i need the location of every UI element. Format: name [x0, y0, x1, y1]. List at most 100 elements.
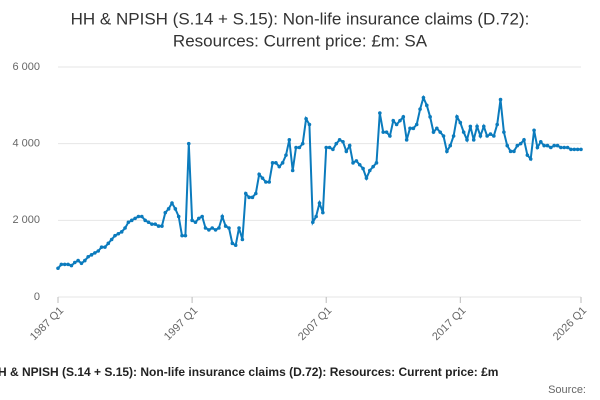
x-tick-label: 2026 Q1: [551, 305, 589, 343]
data-point: [116, 231, 121, 236]
data-point: [354, 159, 359, 163]
data-point: [414, 122, 419, 127]
data-point: [518, 141, 523, 146]
data-point: [465, 138, 469, 142]
data-point: [532, 128, 536, 133]
data-point: [508, 149, 513, 154]
data-point: [488, 132, 493, 136]
data-line: [57, 94, 581, 269]
data-point: [193, 220, 198, 225]
data-point: [461, 130, 466, 134]
data-point: [475, 124, 479, 129]
data-point: [126, 220, 131, 225]
data-point: [146, 220, 151, 225]
data-point: [227, 226, 231, 230]
data-point: [324, 145, 329, 150]
data-point: [76, 258, 80, 263]
data-point: [69, 263, 74, 268]
data-point: [542, 143, 546, 148]
data-point: [264, 180, 268, 184]
data-point: [180, 233, 184, 238]
data-point: [431, 130, 436, 134]
data-point: [562, 145, 567, 150]
data-point: [404, 138, 409, 142]
data-point: [62, 262, 67, 267]
data-point: [113, 233, 117, 238]
data-point: [327, 145, 332, 150]
data-point: [119, 230, 124, 234]
y-tick-label: 2 000: [12, 214, 40, 226]
data-point: [99, 245, 104, 249]
data-point: [317, 201, 322, 205]
data-point: [321, 210, 325, 215]
data-point: [153, 222, 158, 226]
data-point: [300, 141, 305, 146]
data-point: [441, 134, 446, 138]
data-point: [173, 207, 178, 211]
data-point: [247, 195, 251, 200]
data-point: [136, 214, 141, 219]
data-point: [314, 214, 318, 219]
data-point: [549, 145, 553, 150]
data-point: [140, 214, 144, 219]
data-point: [559, 145, 563, 150]
data-point: [243, 191, 248, 196]
data-point: [250, 195, 255, 200]
data-point: [341, 139, 345, 144]
data-point: [150, 222, 154, 226]
data-point: [448, 143, 453, 148]
data-point: [160, 224, 164, 228]
data-point: [334, 141, 339, 146]
data-point: [274, 161, 278, 165]
y-tick-label: 4 000: [12, 138, 40, 150]
data-point: [230, 241, 235, 246]
data-point: [458, 120, 463, 125]
data-point: [401, 115, 406, 119]
data-point: [528, 157, 533, 161]
data-point: [478, 134, 483, 138]
data-point: [270, 161, 275, 165]
data-point: [176, 214, 181, 219]
data-point: [357, 162, 362, 167]
data-point: [398, 118, 402, 123]
data-point: [331, 147, 335, 152]
data-point: [210, 226, 215, 230]
data-point: [384, 130, 389, 134]
data-point: [203, 226, 208, 230]
data-point: [79, 261, 84, 266]
data-point: [468, 124, 473, 129]
data-point: [572, 147, 577, 152]
data-point: [408, 126, 412, 131]
data-point: [186, 141, 191, 146]
data-point: [260, 176, 265, 180]
data-point: [492, 134, 496, 138]
data-point: [552, 143, 556, 148]
data-point: [106, 241, 111, 246]
data-point: [545, 143, 550, 148]
x-tick-label: 1997 Q1: [162, 305, 200, 343]
data-point: [217, 226, 221, 230]
data-point: [166, 207, 171, 211]
data-point: [297, 145, 302, 150]
data-point: [133, 216, 137, 221]
data-point: [451, 134, 456, 138]
data-point: [310, 220, 315, 225]
x-tick-label: 1987 Q1: [28, 305, 66, 343]
data-point: [538, 139, 543, 144]
x-tick-label: 2017 Q1: [430, 305, 468, 343]
data-point: [156, 224, 161, 228]
data-point: [304, 116, 308, 121]
data-point: [103, 245, 107, 249]
data-point: [197, 216, 201, 221]
data-point: [445, 149, 449, 154]
data-point: [381, 130, 385, 134]
data-point: [344, 149, 349, 154]
data-point: [481, 124, 486, 129]
data-point: [351, 161, 355, 165]
data-point: [190, 218, 194, 223]
source: Source:: [548, 384, 586, 396]
data-point: [240, 237, 245, 242]
data-point: [280, 161, 285, 165]
data-point: [257, 172, 261, 177]
footnote: H & NPISH (S.14 + S.15): Non-life insura…: [0, 365, 498, 379]
